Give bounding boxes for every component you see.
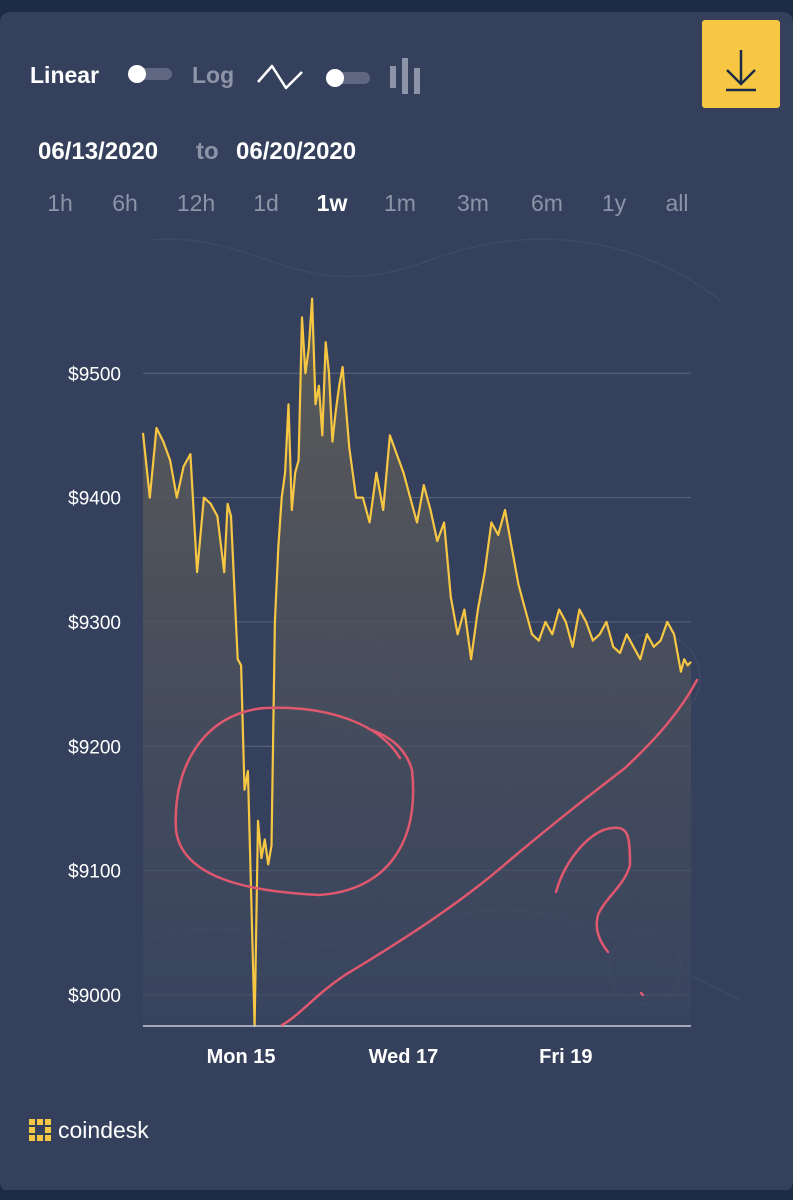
x-tick-label: Mon 15	[207, 1046, 276, 1068]
scale-toggle[interactable]	[128, 65, 172, 83]
scale-toggle-knob	[128, 65, 146, 83]
chart-type-toggle-knob	[326, 69, 344, 87]
y-axis-ticks: $9000 $9100 $9200 $9300 $9400 $9500	[68, 364, 121, 1007]
line-chart-icon[interactable]	[256, 60, 304, 92]
download-icon	[726, 50, 756, 92]
tab-1h[interactable]: 1h	[47, 190, 73, 216]
y-tick-label: $9500	[68, 364, 121, 385]
tab-3m[interactable]: 3m	[457, 190, 489, 216]
log-scale-label[interactable]: Log	[192, 62, 235, 88]
tab-1d[interactable]: 1d	[253, 190, 279, 216]
x-tick-label: Wed 17	[369, 1046, 439, 1068]
brand-name[interactable]: coindesk	[58, 1117, 149, 1143]
date-until[interactable]: 06/20/2020	[236, 138, 357, 165]
annotation-circle	[174, 706, 415, 897]
date-from[interactable]: 06/13/2020	[38, 138, 159, 165]
tab-6m[interactable]: 6m	[531, 190, 563, 216]
y-tick-label: $9400	[68, 489, 121, 510]
annotation-dot	[639, 991, 645, 997]
x-axis-ticks: Mon 15 Wed 17 Fri 19	[207, 1046, 593, 1068]
hand-drawn-annotation	[174, 678, 699, 1027]
tab-12h[interactable]: 12h	[176, 190, 216, 216]
chart-type-toggle[interactable]	[326, 69, 370, 87]
y-tick-label: $9200	[68, 737, 121, 758]
tab-1w[interactable]: 1w	[316, 190, 348, 216]
coindesk-logo-icon	[29, 1119, 51, 1141]
time-range-tabs: 1h 6h 12h 1d 1w 1m 3m 6m 1y all	[30, 190, 730, 222]
y-tick-label: $9000	[68, 986, 121, 1007]
tab-6h[interactable]: 6h	[112, 190, 138, 216]
bottom-strip	[0, 1190, 793, 1200]
x-tick-label: Fri 19	[539, 1046, 592, 1068]
annotation-trend-line	[280, 678, 699, 1027]
date-to-word: to	[196, 138, 219, 165]
y-tick-label: $9300	[68, 613, 121, 634]
linear-scale-label[interactable]: Linear	[30, 62, 100, 88]
price-line	[141, 297, 692, 1028]
price-area	[143, 298, 691, 1027]
tab-1y[interactable]: 1y	[601, 190, 627, 216]
download-button[interactable]	[702, 20, 780, 108]
annotation-question-mark	[554, 826, 632, 954]
tab-all[interactable]: all	[665, 190, 689, 216]
bar-chart-icon[interactable]	[388, 56, 422, 96]
tab-1m[interactable]: 1m	[384, 190, 416, 216]
status-strip	[0, 0, 793, 12]
y-tick-label: $9100	[68, 862, 121, 883]
